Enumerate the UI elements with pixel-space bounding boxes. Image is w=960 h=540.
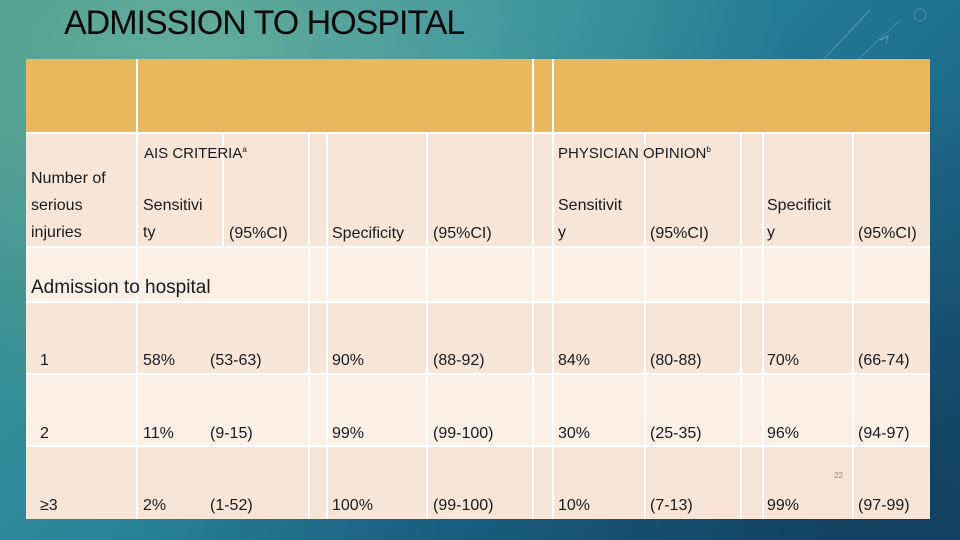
- divider: [552, 59, 554, 519]
- divider: [644, 134, 646, 519]
- cell-ais-sens-ci: (1-52): [210, 497, 253, 514]
- cell-ais-spec: 100%: [332, 497, 373, 514]
- cell-phys-spec-ci: (94-97): [858, 425, 910, 442]
- header-band: [26, 59, 930, 132]
- col-header-ais-sens-ci: (95%CI): [229, 225, 288, 242]
- column-header-row: [26, 134, 930, 246]
- col-header-ais-sensitivity: Sensitivi ty: [143, 197, 203, 241]
- divider: [222, 134, 224, 246]
- ais-criteria-footnote: a: [242, 145, 247, 154]
- divider: [26, 301, 930, 303]
- data-row-2: [26, 375, 930, 445]
- data-row-3: [26, 447, 930, 519]
- cell-phys-spec: 96%: [767, 425, 800, 442]
- cell-phys-sens: 10%: [558, 497, 591, 514]
- cell-injuries: ≥3: [40, 497, 58, 514]
- cell-phys-sens: 30%: [558, 425, 591, 442]
- cell-phys-spec: 99%: [767, 497, 800, 514]
- cell-phys-spec: 70%: [767, 352, 800, 369]
- divider: [26, 246, 930, 248]
- col-header-phys-sens-ci: (95%CI): [650, 225, 709, 242]
- ais-criteria-label: AIS CRITERIA: [144, 145, 243, 162]
- col-header-phys-spec-ci: (95%CI): [858, 225, 917, 242]
- cell-phys-spec-ci: (66-74): [858, 352, 910, 369]
- divider: [326, 134, 328, 519]
- slide-title: ADMISSION TO HOSPITAL: [64, 4, 465, 42]
- divider: [136, 59, 138, 519]
- cell-ais-spec: 99%: [332, 425, 365, 442]
- col-header-injuries: Number of serious injuries: [31, 170, 106, 241]
- cell-phys-sens-ci: (7-13): [650, 497, 693, 514]
- cell-phys-spec-ci: (97-99): [858, 497, 910, 514]
- divider: [26, 373, 930, 375]
- cell-ais-sens: 11%: [143, 425, 174, 442]
- cell-ais-spec: 90%: [332, 352, 365, 369]
- cell-ais-sens: 58%: [143, 352, 176, 369]
- cell-ais-sens-ci: (53-63): [210, 352, 262, 369]
- physician-opinion-header: PHYSICIAN OPINIONb: [558, 109, 711, 167]
- col-header-phys-sensitivity: Sensitivit y: [558, 197, 623, 241]
- cell-phys-sens-ci: (80-88): [650, 352, 702, 369]
- cell-phys-sens-ci: (25-35): [650, 425, 702, 442]
- cell-injuries: 1: [40, 352, 49, 369]
- section-row: [26, 248, 930, 301]
- col-header-ais-spec-ci: (95%CI): [433, 225, 492, 242]
- cell-phys-sens: 84%: [558, 352, 591, 369]
- divider: [740, 134, 742, 519]
- cell-ais-sens-ci: (9-15): [210, 425, 253, 442]
- cell-ais-sens: 2%: [143, 497, 167, 514]
- cell-ais-spec-ci: (99-100): [433, 497, 494, 514]
- physician-opinion-label: PHYSICIAN OPINION: [558, 145, 707, 162]
- physician-opinion-footnote: b: [706, 145, 711, 154]
- ais-criteria-header: AIS CRITERIAa: [144, 109, 247, 167]
- cell-ais-spec-ci: (99-100): [433, 425, 494, 442]
- results-table: AIS CRITERIAa PHYSICIAN OPINIONb Number …: [26, 59, 930, 519]
- data-row-1: [26, 303, 930, 373]
- section-label: Admission to hospital: [31, 277, 211, 298]
- cell-ais-spec-ci: (88-92): [433, 352, 485, 369]
- divider: [26, 132, 930, 134]
- col-header-ais-specificity: Specificity: [332, 225, 405, 242]
- divider: [852, 134, 854, 519]
- col-header-phys-specificity: Specificit y: [767, 197, 832, 241]
- divider: [26, 445, 930, 447]
- divider: [308, 134, 310, 519]
- divider: [532, 59, 534, 519]
- page-number: 22: [834, 471, 843, 480]
- cell-injuries: 2: [40, 425, 49, 442]
- divider: [762, 134, 764, 519]
- divider: [426, 134, 428, 519]
